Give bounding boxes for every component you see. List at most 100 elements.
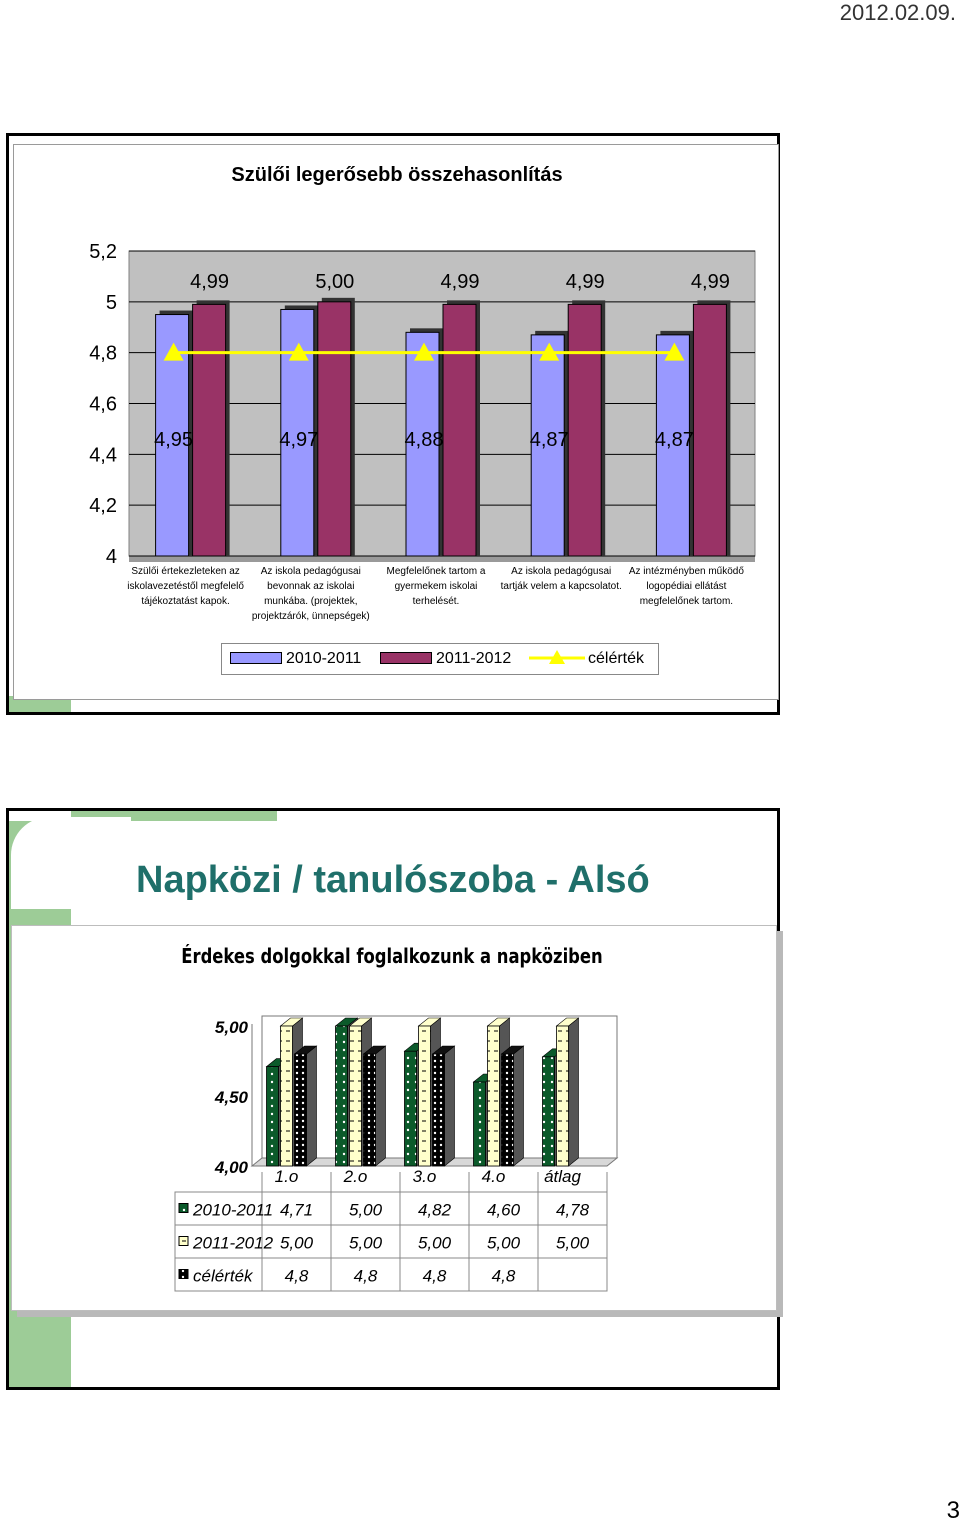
- bar-side-face: [444, 1045, 455, 1167]
- slide-comparison: Szülői legerősebb összehasonlítás 4 4,2 4,…: [6, 133, 780, 715]
- data-label-2011-2012: 4,99: [566, 271, 605, 293]
- data-label-2011-2012: 4,99: [691, 271, 730, 293]
- bar-2011-2012: [556, 1025, 569, 1167]
- x-category-label: Az iskola pedagógusai: [261, 566, 361, 577]
- bar-2011-2012: [442, 303, 477, 557]
- bar-2011-2012: [692, 303, 727, 557]
- data-label-2010-2011: 4,87: [655, 429, 694, 451]
- data-label-2011-2012: 5,00: [315, 271, 354, 293]
- bar-2010-2011: [655, 334, 690, 557]
- x-category-label: bevonnak az iskolai: [267, 581, 354, 592]
- bar-celertek: [432, 1053, 445, 1167]
- bar-chart-napkozi: 4,00 4,50 5,00 1.o 2.o 3.o 4.o átlag 2010-2011 4…: [174, 1015, 619, 1292]
- legend-label-celertek: célérték: [588, 650, 645, 667]
- page-number: 3: [946, 1497, 960, 1524]
- y-tick-label: 5,2: [89, 241, 117, 263]
- data-table-cell: 4,8: [423, 1267, 447, 1286]
- data-table-legend-key: [178, 1269, 189, 1279]
- bar-2010-2011: [266, 1066, 279, 1167]
- legend-target-marker: [529, 650, 585, 664]
- bar-2010-2011: [542, 1056, 555, 1167]
- x-category-label: iskolavezetéstől megfelelő: [127, 581, 244, 592]
- x-category-label: gyermekem iskolai: [395, 581, 478, 592]
- data-table-cell: 5,00: [349, 1234, 383, 1253]
- x-category-label: 2.o: [343, 1167, 368, 1186]
- bar-2010-2011: [405, 331, 440, 557]
- y-tick-label: 4,2: [89, 495, 117, 517]
- bar-2010-2011: [530, 334, 565, 557]
- data-table-cell: 4,8: [285, 1267, 309, 1286]
- data-table-cell: 5,00: [280, 1234, 314, 1253]
- x-category-label: projektzárók, ünnepségek): [252, 611, 370, 622]
- date-header: 2012.02.09.: [839, 0, 956, 25]
- data-table-cell: 5,00: [556, 1234, 590, 1253]
- data-label-2010-2011: 4,97: [279, 429, 318, 451]
- x-category-label: logopédiai ellátást: [646, 581, 726, 592]
- bar-2011-2012: [349, 1025, 362, 1167]
- x-category-label: Az intézményben működő: [629, 566, 745, 577]
- target-marker: [414, 342, 434, 361]
- x-category-label: terhelését.: [413, 596, 460, 607]
- target-marker: [288, 342, 309, 361]
- data-table-cell: 4,8: [354, 1267, 378, 1286]
- target-marker: [664, 342, 685, 361]
- chart-legend: 2010-2011 2011-2012 célérték: [221, 643, 659, 675]
- legend-label-2010-2011: 2010-2011: [286, 650, 362, 667]
- data-table-cell: 4,60: [487, 1201, 521, 1220]
- y-tick-label: 4,00: [214, 1158, 249, 1177]
- legend-label-2011-2012: 2011-2012: [436, 650, 512, 667]
- x-category-label: Az iskola pedagógusai: [511, 566, 611, 577]
- bar-chart-comparison: 4 4,2 4,4 4,6 4,8 5 5,2 4,95 4,99 Szülői értekezl…: [89, 241, 756, 622]
- bar-celertek: [294, 1053, 307, 1167]
- data-table-series-name: célérték: [193, 1267, 254, 1286]
- x-category-label: 3.o: [413, 1167, 437, 1186]
- bar-2011-2012: [567, 303, 602, 557]
- x-category-label: Megfelelőnek tartom a: [387, 566, 486, 577]
- x-category-label: átlag: [544, 1167, 581, 1186]
- green-accent-strip: [9, 696, 71, 712]
- x-category-label: munkába. (projektek,: [264, 596, 357, 607]
- x-category-label: megfelelőnek tartom.: [640, 596, 733, 607]
- y-tick-label: 5,00: [215, 1018, 249, 1037]
- data-table-cell: 4,71: [280, 1201, 313, 1220]
- data-table-cell: 5,00: [487, 1234, 521, 1253]
- data-label-2011-2012: 4,99: [190, 271, 229, 293]
- chart-frame-napkozi: Érdekes dolgokkal foglalkozunk a napközi…: [11, 925, 777, 1311]
- bar-2011-2012: [317, 301, 352, 557]
- bar-2011-2012: [418, 1025, 431, 1167]
- bar-2011-2012: [487, 1025, 500, 1167]
- data-label-2010-2011: 4,87: [530, 429, 569, 451]
- x-category-label: Szülői értekezleteken az: [131, 566, 239, 577]
- target-marker: [539, 342, 560, 361]
- y-tick-label: 4,50: [214, 1088, 249, 1107]
- bar-2011-2012: [192, 303, 227, 557]
- bar-2010-2011: [473, 1081, 486, 1167]
- data-table-legend-key: [178, 1236, 189, 1246]
- bar-side-face: [513, 1045, 524, 1167]
- bar-2011-2012: [280, 1025, 293, 1167]
- bar-2010-2011: [404, 1050, 417, 1167]
- x-category-label: tájékoztatást kapok.: [141, 596, 229, 607]
- data-table-legend-key: [178, 1203, 189, 1213]
- x-category-label: 4.o: [482, 1167, 506, 1186]
- data-label-2011-2012: 4,99: [441, 271, 480, 293]
- legend-swatch-2010-2011: [230, 652, 282, 664]
- data-table-cell: 4,82: [418, 1201, 452, 1220]
- data-table-cell: 5,00: [418, 1234, 452, 1253]
- bar-2010-2011: [335, 1025, 348, 1167]
- data-table-series-name: 2011-2012: [192, 1234, 274, 1253]
- target-marker: [163, 342, 184, 361]
- slide-napkozi: Napközi / tanulószoba - Alsó Érdekes dol…: [6, 808, 780, 1390]
- bar-celertek: [363, 1053, 376, 1167]
- bar-side-face: [306, 1045, 317, 1167]
- x-category-label: 1.o: [275, 1167, 299, 1186]
- y-tick-label: 4,4: [89, 444, 117, 466]
- plot-floor: [129, 556, 755, 562]
- data-table-cell: 4,8: [492, 1267, 516, 1286]
- chart-title-napkozi: Érdekes dolgokkal foglalkozunk a napközi…: [181, 944, 603, 968]
- y-tick-label: 5: [106, 292, 117, 314]
- bar-celertek: [501, 1053, 514, 1167]
- chart-title: Szülői legerősebb összehasonlítás: [231, 164, 563, 186]
- bar-side-face: [375, 1045, 386, 1167]
- green-accent-strip-top: [71, 811, 277, 821]
